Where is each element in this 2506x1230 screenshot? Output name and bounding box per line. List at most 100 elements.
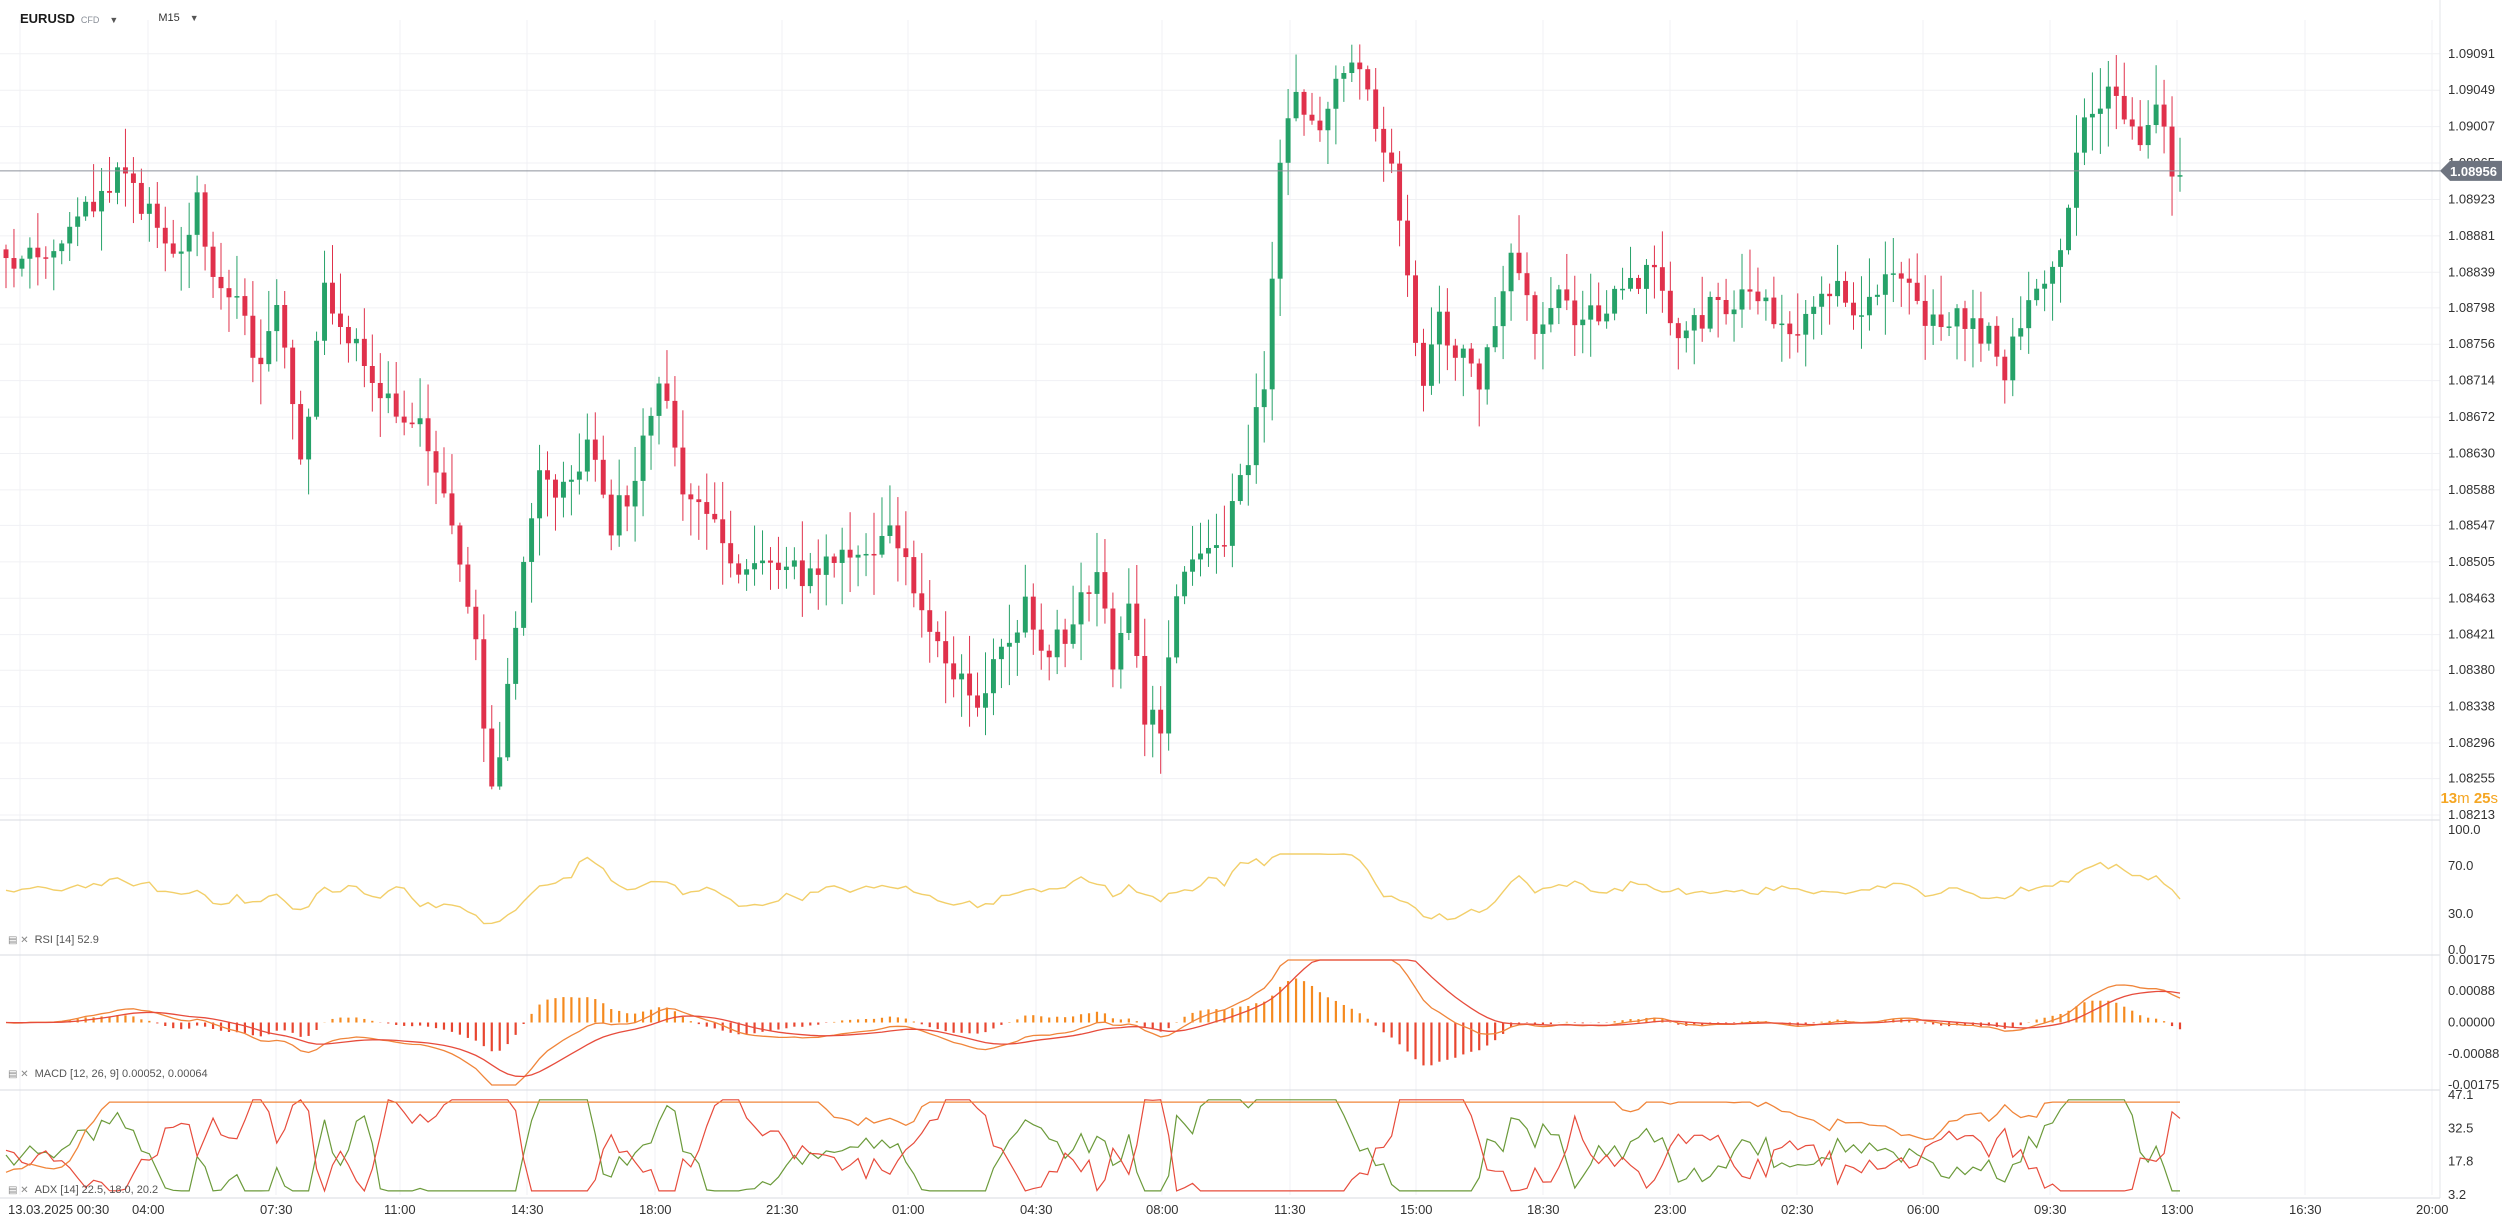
adx-axis-label: 17.8 xyxy=(2448,1154,2473,1169)
adx-panel-label[interactable]: ▤ ✕ ADX [14] 22.5, 18.0, 20.2 xyxy=(8,1184,158,1196)
macd-axis-label: -0.00088 xyxy=(2448,1046,2499,1061)
candle-body xyxy=(1691,315,1697,331)
candle-body xyxy=(1452,345,1458,358)
candle-body xyxy=(1421,342,1426,386)
time-axis-label: 04:00 xyxy=(132,1202,165,1217)
candle-body xyxy=(266,331,272,365)
candle-body xyxy=(2097,108,2103,114)
candle-body xyxy=(1014,632,1020,643)
price-axis-label: 1.08463 xyxy=(2448,590,2495,605)
candle-body xyxy=(1078,592,1084,625)
candle-body xyxy=(1405,220,1411,276)
candle-body xyxy=(107,190,112,193)
symbol-selector[interactable]: EURUSD CFD ▼ xyxy=(20,11,118,26)
candle-body xyxy=(1054,629,1060,658)
price-axis-label: 1.08588 xyxy=(2448,482,2495,497)
candle-body xyxy=(361,338,367,367)
candle-body xyxy=(1795,334,1801,336)
candle-body xyxy=(353,338,359,344)
candle-body xyxy=(2002,356,2008,381)
candle-body xyxy=(545,470,550,480)
candle-body xyxy=(990,659,996,694)
candle-body xyxy=(1365,69,1371,90)
candle-body xyxy=(258,357,264,365)
candle-body xyxy=(2089,113,2095,118)
candle-body xyxy=(1882,274,1888,295)
candle-body xyxy=(1731,309,1737,315)
candle-body xyxy=(632,480,638,507)
time-axis-label: 20:00 xyxy=(2416,1202,2449,1217)
candle-body xyxy=(1636,277,1641,289)
candle-body xyxy=(75,216,81,227)
candle-body xyxy=(59,243,65,252)
candle-body xyxy=(1564,289,1570,301)
candle-body xyxy=(1182,571,1188,597)
candle-body xyxy=(298,404,304,460)
candle-body xyxy=(560,481,566,498)
candle-body xyxy=(337,313,343,328)
time-axis-label: 04:30 xyxy=(1020,1202,1053,1217)
candle-body xyxy=(1285,118,1291,163)
time-axis-label: 11:30 xyxy=(1274,1202,1306,1217)
candle-body xyxy=(2145,125,2151,146)
candle-body xyxy=(2050,266,2056,284)
price-axis-label: 1.08296 xyxy=(2448,735,2495,750)
candle-body xyxy=(1516,252,1522,274)
time-axis-label: 15:00 xyxy=(1400,1202,1433,1217)
candle-body xyxy=(2074,152,2079,208)
candle-body xyxy=(791,560,797,567)
candle-body xyxy=(99,190,105,212)
candle-body xyxy=(306,416,312,460)
candle-body xyxy=(1675,323,1681,339)
panel-settings-icon[interactable]: ▤ ✕ xyxy=(8,1184,29,1196)
candle-body xyxy=(2066,207,2071,251)
price-axis-label: 1.08213 xyxy=(2448,807,2495,822)
candle-body xyxy=(680,447,686,495)
timeframe-selector[interactable]: M15 ▼ xyxy=(158,12,198,24)
candle-body xyxy=(1866,296,1872,316)
candle-body xyxy=(1763,297,1769,302)
candle-body xyxy=(1548,308,1554,325)
candle-body xyxy=(465,564,471,607)
candle-body xyxy=(186,234,192,252)
chevron-down-icon: ▼ xyxy=(189,13,199,23)
candle-body xyxy=(927,610,933,632)
candle-body xyxy=(282,305,288,348)
candle-body xyxy=(513,627,519,684)
candle-body xyxy=(2121,95,2127,120)
price-axis-label: 1.08839 xyxy=(2448,264,2495,279)
candle-body xyxy=(1150,709,1156,725)
candle-body xyxy=(2010,336,2016,381)
bar-countdown: 13m 25s xyxy=(2440,790,2498,807)
candle-body xyxy=(43,257,49,259)
macd-panel-label[interactable]: ▤ ✕ MACD [12, 26, 9] 0.00052, 0.00064 xyxy=(8,1068,208,1080)
candle-body xyxy=(1110,608,1116,670)
candle-body xyxy=(1874,294,1880,297)
price-axis-label: 1.08798 xyxy=(2448,300,2495,315)
symbol-label: EURUSD xyxy=(20,10,75,26)
macd-axis-label: 0.00088 xyxy=(2448,983,2495,998)
rsi-panel-label[interactable]: ▤ ✕ RSI [14] 52.9 xyxy=(8,934,99,946)
candle-body xyxy=(1588,305,1594,320)
price-axis-label: 1.09091 xyxy=(2448,46,2495,61)
candle-body xyxy=(1349,62,1355,74)
candle-body xyxy=(1317,120,1323,131)
candle-body xyxy=(27,247,33,259)
candle-body xyxy=(1030,596,1036,630)
candle-body xyxy=(1572,300,1578,326)
candle-body xyxy=(1094,572,1100,594)
macd-axis-label: 0.00000 xyxy=(2448,1015,2495,1030)
candle-body xyxy=(1468,348,1474,364)
panel-settings-icon[interactable]: ▤ ✕ xyxy=(8,1068,29,1080)
candle-body xyxy=(425,418,431,452)
time-axis-label: 02:30 xyxy=(1781,1202,1814,1217)
panel-settings-icon[interactable]: ▤ ✕ xyxy=(8,934,29,946)
candle-body xyxy=(648,415,654,436)
candle-body xyxy=(1556,289,1562,309)
candle-body xyxy=(2042,283,2048,289)
candle-body xyxy=(1174,596,1180,658)
symbol-type-label: CFD xyxy=(80,14,100,25)
macd-axis-label: -0.00175 xyxy=(2448,1077,2499,1092)
